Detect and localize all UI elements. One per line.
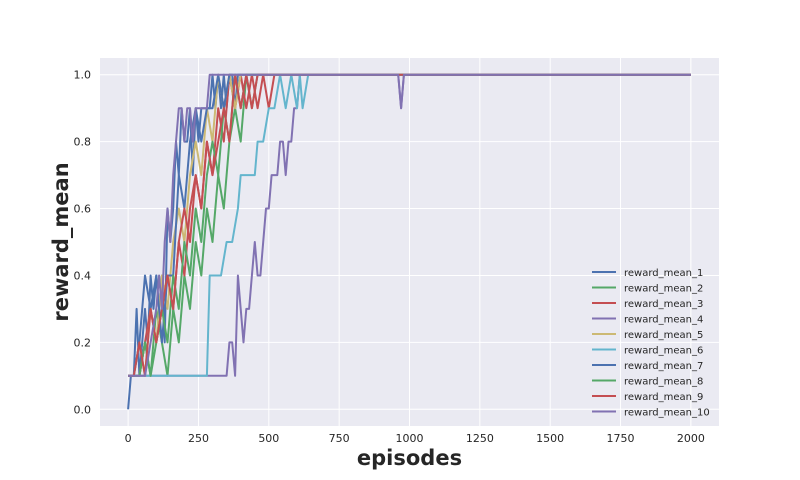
y-tick-label: 1.0 [74, 69, 92, 82]
x-tick-label: 1250 [466, 432, 494, 445]
y-tick-labels: 0.0 0.2 0.4 0.6 0.8 1.0 [74, 69, 92, 417]
legend-label-3: reward_mean_3 [624, 299, 703, 310]
series-line-10 [128, 73, 691, 377]
x-tick-label: 2000 [677, 432, 705, 445]
y-tick-label: 0.6 [74, 203, 92, 216]
y-tick-label: 0.2 [74, 336, 92, 349]
legend-label-7: reward_mean_7 [624, 361, 703, 372]
legend-label-6: reward_mean_6 [624, 346, 703, 357]
x-tick-label: 250 [188, 432, 209, 445]
y-tick-label: 0.8 [74, 136, 92, 149]
legend: reward_mean_1 reward_mean_2 reward_mean_3r… [592, 268, 710, 419]
legend-label-1: reward_mean_1 [624, 268, 703, 279]
y-tick-label: 0.4 [74, 269, 92, 282]
x-tick-labels: 0 250 500 750 1000 1250 1500 1750 2000 [125, 432, 705, 445]
y-tick-label: 0.0 [74, 403, 92, 416]
x-tick-label: 500 [258, 432, 279, 445]
series-lines [127, 73, 691, 410]
series-line-6 [128, 73, 691, 377]
legend-label-9: reward_mean_9 [624, 392, 703, 403]
x-tick-label: 1500 [536, 432, 564, 445]
legend-label-8: reward_mean_8 [624, 377, 703, 388]
legend-label-2: reward_mean_2 [624, 284, 703, 295]
legend-label-5: reward_mean_5 [624, 330, 703, 341]
legend-label-4: reward_mean_4 [624, 315, 703, 326]
x-tick-label: 1000 [396, 432, 424, 445]
y-axis-label: reward_mean [49, 162, 73, 321]
x-axis-label: episodes [357, 446, 462, 470]
x-tick-label: 1750 [607, 432, 635, 445]
x-tick-label: 0 [125, 432, 132, 445]
legend-label-10: reward_mean_10 [624, 408, 710, 419]
series-line-9 [128, 73, 691, 377]
x-tick-label: 750 [329, 432, 350, 445]
